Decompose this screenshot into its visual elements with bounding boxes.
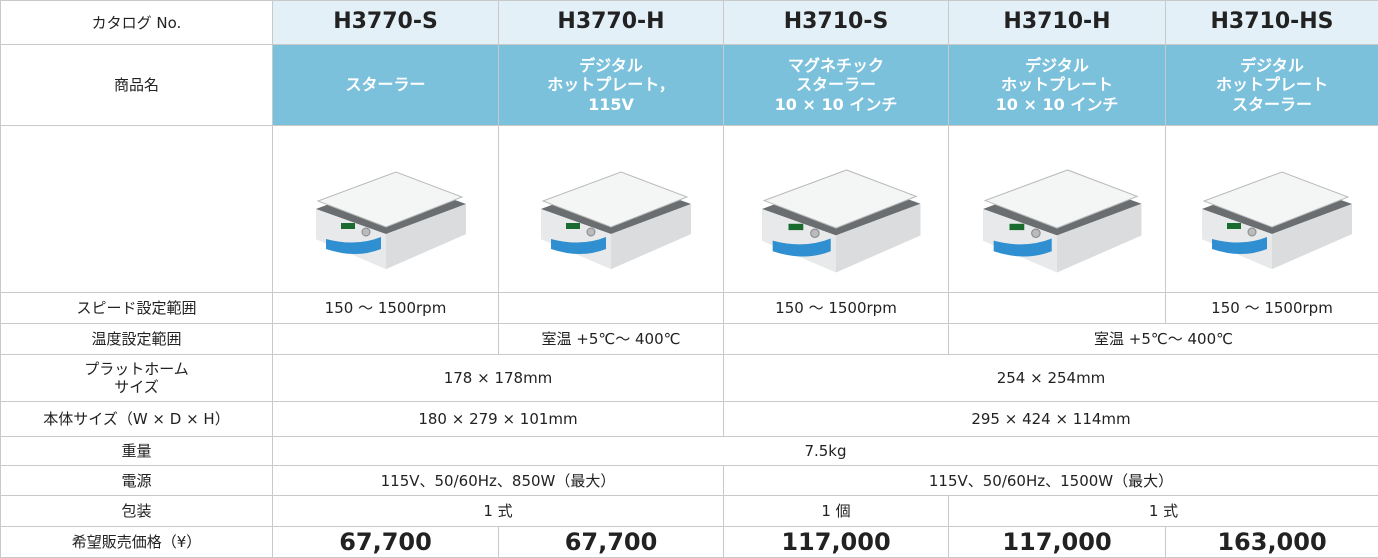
image-cell (272, 125, 499, 293)
row-label: 本体サイズ（W × D × H） (0, 401, 273, 437)
cell: 180 × 279 × 101mm (272, 401, 724, 437)
cell: 150 ～ 1500rpm (1165, 292, 1378, 324)
product-name: デジタル ホットプレート， 115V (498, 44, 724, 126)
product-image (741, 135, 931, 283)
cell: 150 ～ 1500rpm (723, 292, 949, 324)
price: 67,700 (498, 526, 724, 558)
row-label: 温度設定範囲 (0, 323, 273, 355)
cell: 178 × 178mm (272, 354, 724, 402)
image-cell (723, 125, 949, 293)
product-name: スターラー (272, 44, 499, 126)
image-cell (948, 125, 1166, 293)
catalog-no: H3710-HS (1165, 0, 1378, 45)
cell: 1 式 (948, 495, 1378, 527)
row-label: 商品名 (0, 44, 273, 126)
cell: 150 ～ 1500rpm (272, 292, 499, 324)
catalog-no: H3770-H (498, 0, 724, 45)
row-label: スピード設定範囲 (0, 292, 273, 324)
row-label: 重量 (0, 436, 273, 466)
product-name: デジタル ホットプレート スターラー (1165, 44, 1378, 126)
cell: 7.5kg (272, 436, 1378, 466)
price-row: 希望販売価格（¥） 67,700 67,700 117,000 117,000 … (0, 526, 1378, 558)
body-size-row: 本体サイズ（W × D × H） 180 × 279 × 101mm 295 ×… (0, 401, 1378, 437)
catalog-no: H3710-S (723, 0, 949, 45)
price: 67,700 (272, 526, 499, 558)
speed-row: スピード設定範囲 150 ～ 1500rpm 150 ～ 1500rpm 150… (0, 292, 1378, 324)
cell: 1 式 (272, 495, 724, 527)
cell: 室温 +5℃～ 400℃ (498, 323, 724, 355)
product-image (296, 139, 476, 279)
price: 163,000 (1165, 526, 1378, 558)
product-name: マグネチック スターラー 10 × 10 インチ (723, 44, 949, 126)
empty-cell (0, 125, 273, 293)
price: 117,000 (948, 526, 1166, 558)
package-row: 包装 1 式 1 個 1 式 (0, 495, 1378, 527)
row-label: カタログ No. (0, 0, 273, 45)
row-label: 包装 (0, 495, 273, 527)
cell: 室温 +5℃～ 400℃ (948, 323, 1378, 355)
row-label: プラットホーム サイズ (0, 354, 273, 402)
empty-cell (272, 323, 499, 355)
empty-cell (723, 323, 949, 355)
cell: 115V、50/60Hz、850W（最大） (272, 465, 724, 496)
product-image (1182, 139, 1362, 279)
image-row (0, 125, 1378, 293)
cell: 115V、50/60Hz、1500W（最大） (723, 465, 1378, 496)
price: 117,000 (723, 526, 949, 558)
temperature-row: 温度設定範囲 室温 +5℃～ 400℃ 室温 +5℃～ 400℃ (0, 323, 1378, 355)
image-cell (1165, 125, 1378, 293)
product-name-row: 商品名 スターラー デジタル ホットプレート， 115V マグネチック スターラ… (0, 44, 1378, 126)
catalog-no: H3710-H (948, 0, 1166, 45)
catalog-row: カタログ No. H3770-S H3770-H H3710-S H3710-H… (0, 0, 1378, 45)
cell: 295 × 424 × 114mm (723, 401, 1378, 437)
row-label: 電源 (0, 465, 273, 496)
row-label: 希望販売価格（¥） (0, 526, 273, 558)
product-name: デジタル ホットプレート 10 × 10 インチ (948, 44, 1166, 126)
empty-cell (948, 292, 1166, 324)
cell: 1 個 (723, 495, 949, 527)
product-image (962, 135, 1152, 283)
image-cell (498, 125, 724, 293)
product-image (521, 139, 701, 279)
catalog-no: H3770-S (272, 0, 499, 45)
empty-cell (498, 292, 724, 324)
power-row: 電源 115V、50/60Hz、850W（最大） 115V、50/60Hz、15… (0, 465, 1378, 496)
weight-row: 重量 7.5kg (0, 436, 1378, 466)
platform-row: プラットホーム サイズ 178 × 178mm 254 × 254mm (0, 354, 1378, 402)
cell: 254 × 254mm (723, 354, 1378, 402)
